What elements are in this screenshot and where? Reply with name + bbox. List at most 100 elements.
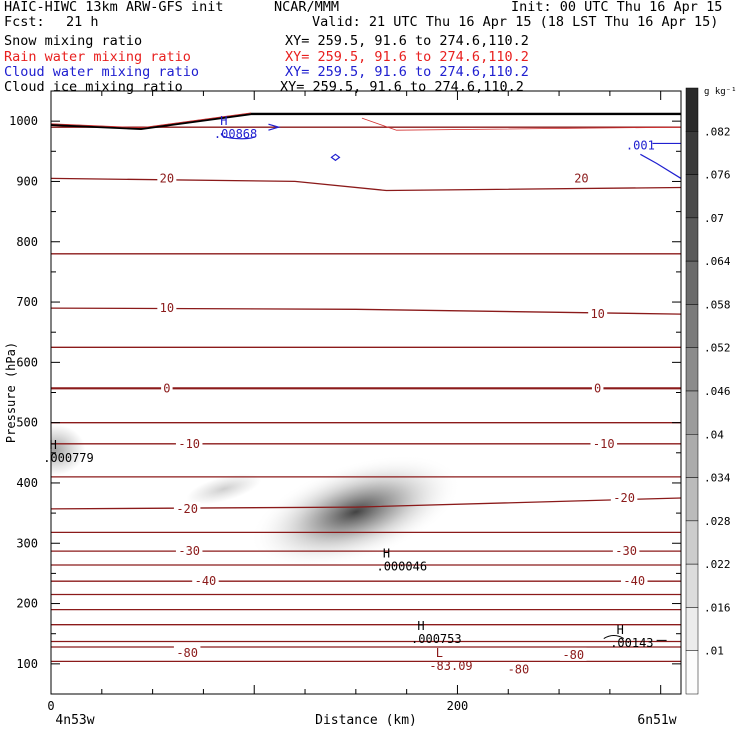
isotherm-label-bg [157, 301, 177, 315]
isotherm-label: -40 [195, 574, 217, 588]
isotherm-label-bg [175, 544, 203, 558]
valid-time: Valid: 21 UTC Thu 16 Apr 15 (18 LST Thu … [312, 14, 719, 30]
colorbar-swatch [685, 260, 699, 305]
isotherm-label: 20 [574, 171, 588, 185]
isotherm-label: 20 [160, 171, 174, 185]
extremum-value: .000753 [411, 632, 462, 646]
colorbar-swatch [685, 131, 699, 175]
colorbar-swatch [685, 174, 699, 219]
annotations: .001L-83.09H.000753H.00143H.000046H.0007… [43, 112, 682, 673]
colorbar: .01 .016 .022 .028 .034 .04 .046 .052 .058 .064 .0… [685, 87, 737, 695]
isotherm-label: -80 [508, 662, 530, 676]
extremum-value: -83.09 [429, 659, 472, 673]
isotherm-line [51, 307, 681, 315]
snow-left-shading [51, 403, 111, 496]
isotherm-label-bg [610, 491, 638, 505]
colorbar-swatch [685, 434, 699, 478]
extremum-marker: H [50, 438, 57, 452]
field-cloudwater-xy: XY= 259.5, 91.6 to 274.6,110.2 [285, 64, 529, 80]
field-snow-name: Snow mixing ratio [4, 33, 143, 49]
isotherm-label-bg [173, 501, 201, 515]
isotherm-label: -10 [593, 437, 615, 451]
isotherm-label-bg [173, 645, 201, 659]
model-title: HAIC-HIWC 13km ARW-GFS init [4, 0, 224, 15]
isotherm-label: 0 [163, 381, 170, 395]
colorbar-swatch [685, 477, 699, 522]
isotherm-label-bg [591, 381, 604, 395]
init-time: Init: 00 UTC Thu 16 Apr 15 [511, 0, 723, 15]
ground-line [50, 112, 681, 130]
isotherm-label: -30 [178, 544, 200, 558]
colorbar-tick-label: .052 [704, 342, 731, 355]
colorbar-swatch [685, 520, 699, 565]
field-rain-name: Rain water mixing ratio [4, 49, 191, 65]
cloud-water-label: .001 [626, 138, 655, 152]
temperature-contours: -80 -80 -80 -40 -40 -30 -30 -20 -20 -10 -10 0 0 10 10 2… [51, 126, 681, 676]
isotherm-label: -30 [615, 544, 637, 558]
colorbar-tick-label: .076 [704, 169, 731, 182]
colorbar-swatch [685, 87, 699, 132]
x-start-label: 4n53w [55, 713, 94, 728]
cloud-water-contour [330, 153, 341, 162]
cloud-water-contour [221, 132, 255, 140]
isotherm-label: 10 [160, 301, 174, 315]
isotherm-label-bg [192, 574, 219, 588]
isotherm-label: -80 [176, 646, 198, 660]
field-cloudwater-name: Cloud water mixing ratio [4, 64, 200, 80]
extremum-marker: L [436, 646, 443, 660]
isotherm-label-bg [505, 662, 532, 676]
y-tick-label: 500 [16, 416, 38, 430]
isotherm-label-bg [175, 436, 203, 450]
isotherm-label-bg [571, 171, 591, 185]
colorbar-tick-label: .082 [704, 125, 731, 138]
colorbar-tick-label: .016 [704, 601, 731, 614]
field-rain-xy: XY= 259.5, 91.6 to 274.6,110.2 [285, 49, 529, 65]
colorbar-tick-label: .04 [704, 428, 724, 441]
isotherm-label-bg [161, 381, 173, 395]
isotherm-label-bg [588, 307, 608, 321]
isotherm-label-bg [157, 171, 177, 185]
y-tick-label: 900 [16, 174, 38, 188]
colorbar-tick-label: .046 [704, 385, 731, 398]
fcst-label: Fcst: [4, 14, 45, 30]
colorbar-swatch [685, 390, 699, 435]
rain-contour [361, 117, 682, 131]
x-tick-label: 0 [47, 699, 54, 713]
colorbar-swatch [685, 304, 699, 348]
isotherm-label-bg [621, 574, 648, 588]
extremum-marker: H [417, 619, 424, 633]
colorbar-tick-label: .058 [704, 298, 731, 311]
extremum-value: .00143 [610, 636, 653, 650]
cloud-water-contour [268, 123, 281, 131]
y-tick-label: 800 [16, 235, 38, 249]
extremum-value: .000779 [43, 451, 94, 465]
colorbar-tick-label: .022 [704, 558, 731, 571]
colorbar-tick-label: .01 [704, 645, 724, 658]
organization: NCAR/MMM [274, 0, 340, 15]
y-axis-title: Pressure (hPa) [4, 342, 18, 443]
x-axis-title: Distance (km) [315, 713, 417, 728]
colorbar-unit: g kg⁻¹ [704, 87, 737, 97]
colorbar-tick-label: .07 [704, 212, 724, 225]
isotherm-label-bg [590, 436, 618, 450]
rain-contour [50, 112, 252, 129]
cloud-water-contour [640, 153, 682, 179]
snow-core-shading [250, 454, 462, 569]
extremum-value: .000046 [376, 560, 427, 574]
colorbar-swatch [685, 607, 699, 651]
colorbar-tick-label: .028 [704, 515, 731, 528]
y-tick-label: 300 [16, 536, 38, 550]
isotherm-label: -20 [176, 502, 198, 516]
isotherm-label: 10 [590, 307, 604, 321]
snow-mixing-ratio-shading [51, 403, 462, 569]
colorbar-swatch [685, 650, 699, 695]
colorbar-swatch [685, 217, 699, 262]
field-snow-xy: XY= 259.5, 91.6 to 274.6,110.2 [285, 33, 529, 49]
y-tick-label: 700 [16, 295, 38, 309]
isotherm-label: -20 [613, 491, 635, 505]
isotherm-label: -10 [178, 437, 200, 451]
x-end-label: 6n51w [637, 713, 676, 728]
y-tick-label: 200 [16, 597, 38, 611]
fcst-value: 21 h [66, 14, 99, 30]
extremum-marker: H [617, 623, 624, 637]
